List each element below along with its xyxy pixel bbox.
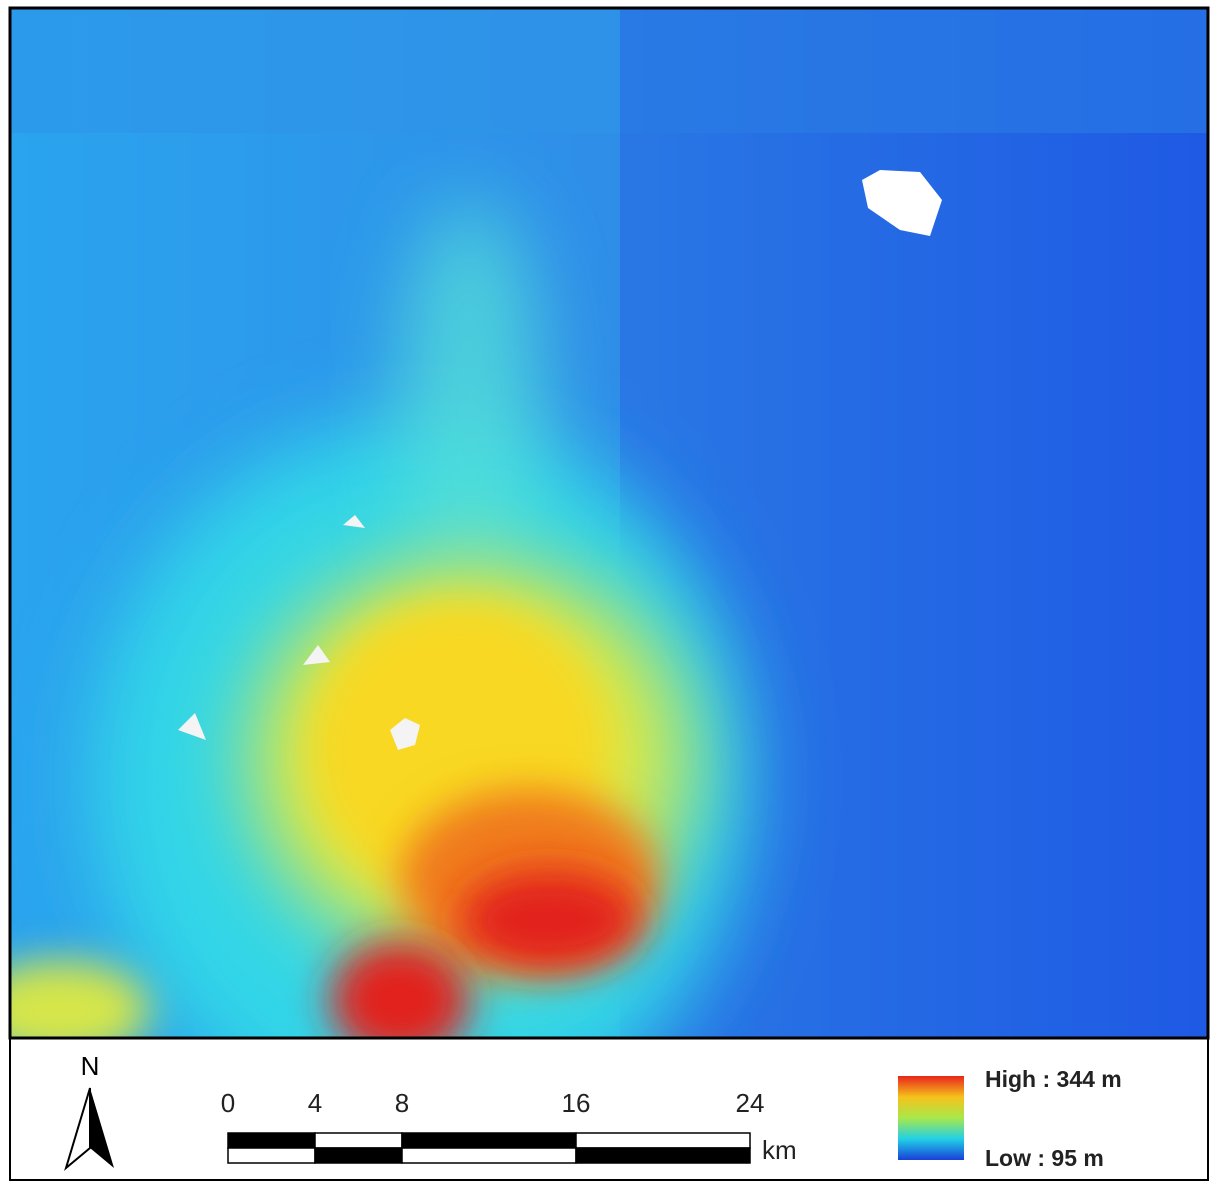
- legend-low: Low : 95 m: [985, 1145, 1104, 1171]
- scale-segment: [576, 1148, 750, 1163]
- scale-tick-label: 24: [736, 1088, 765, 1118]
- scale-segment: [315, 1133, 402, 1148]
- page: N 0 4 8 16 24 km High : 344 m Low : 95 m: [0, 0, 1216, 1187]
- scale-tick-label: 8: [395, 1088, 409, 1118]
- north-label: N: [81, 1051, 100, 1081]
- scale-segment: [576, 1133, 750, 1148]
- elevation-map: [0, 8, 1208, 1140]
- legend-high: High : 344 m: [985, 1066, 1122, 1092]
- scale-segment: [315, 1148, 402, 1163]
- scale-segment: [228, 1133, 315, 1148]
- scale-segment: [402, 1133, 576, 1148]
- scale-tick-label: 0: [221, 1088, 235, 1118]
- scale-tick-label: 16: [562, 1088, 591, 1118]
- scale-segment: [402, 1148, 576, 1163]
- legend-ramp: [898, 1076, 964, 1160]
- scale-segment: [228, 1148, 315, 1163]
- scale-tick-label: 4: [308, 1088, 322, 1118]
- scale-unit: km: [762, 1135, 797, 1165]
